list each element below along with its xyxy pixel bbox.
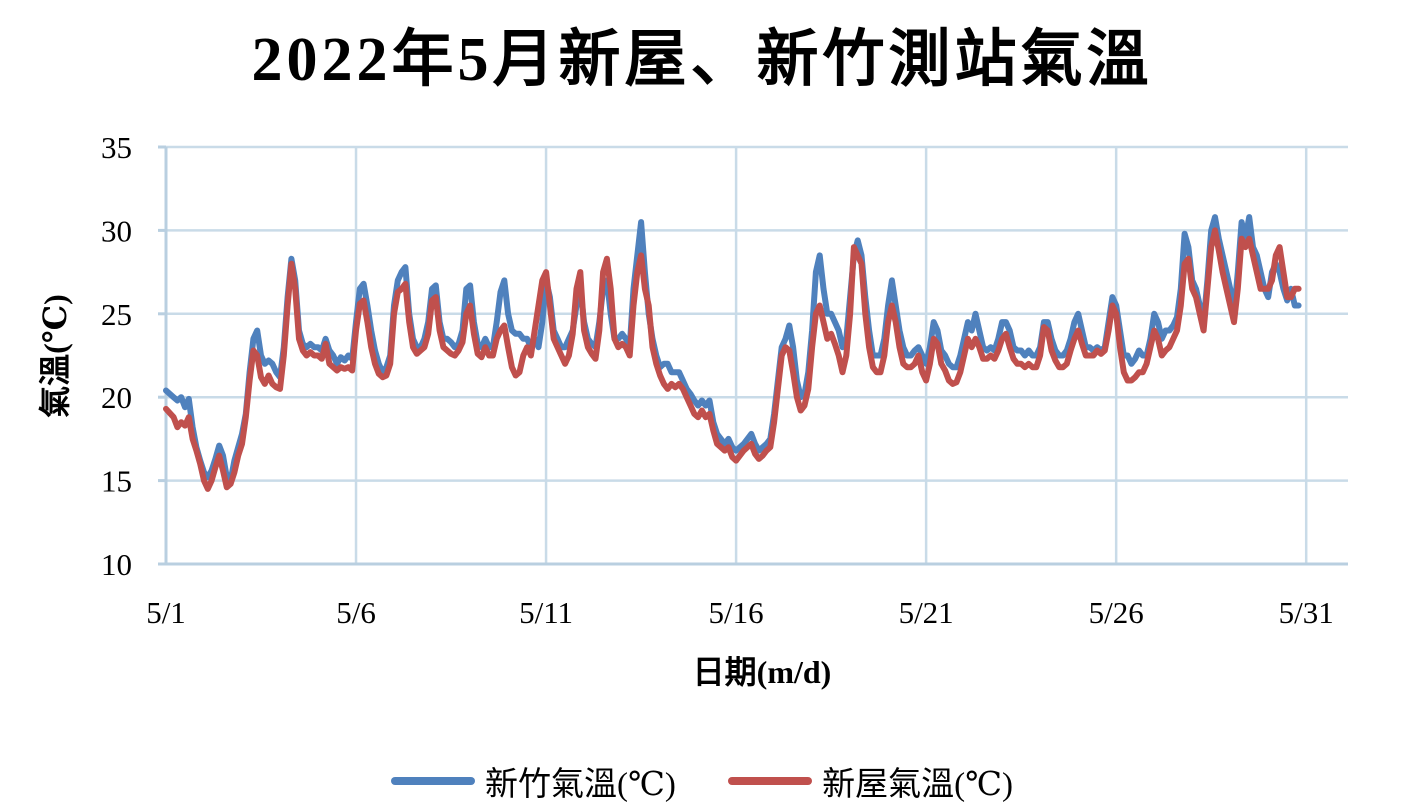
y-tick-25: 25	[101, 297, 132, 332]
legend-label-hsinchu: 新竹氣溫(℃)	[484, 767, 676, 803]
axes	[158, 145, 1348, 566]
series-xinwu-line	[163, 227, 1302, 492]
chart-title: 2022年5月新屋、新竹測站氣溫	[251, 26, 1153, 94]
legend: 新竹氣溫(℃) 新屋氣溫(℃)	[0, 757, 1404, 805]
y-tick-30: 30	[101, 213, 132, 248]
x-tick-16: 5/16	[709, 595, 764, 630]
y-tick-35: 35	[101, 130, 132, 165]
series-lines	[163, 214, 1302, 492]
x-tick-11: 5/11	[519, 595, 573, 630]
legend-item-xinwu: 新屋氣溫(℃)	[728, 757, 1013, 805]
x-tick-26: 5/26	[1089, 595, 1144, 630]
y-tick-20: 20	[101, 380, 132, 415]
x-axis-title: 日期(m/d)	[693, 654, 832, 690]
y-tick-10: 10	[101, 547, 132, 582]
y-axis-title: 氣溫(℃)	[37, 294, 73, 418]
x-tick-21: 5/21	[899, 595, 954, 630]
legend-swatch-hsinchu	[390, 777, 475, 785]
legend-swatch-xinwu	[728, 777, 813, 785]
x-tick-6: 5/6	[336, 595, 376, 630]
legend-label-xinwu: 新屋氣溫(℃)	[822, 767, 1014, 803]
y-tick-labels: 10 15 20 25 30 35	[101, 130, 132, 582]
x-tick-31: 5/31	[1279, 595, 1334, 630]
y-tick-15: 15	[101, 464, 132, 499]
legend-item-hsinchu: 新竹氣溫(℃)	[390, 757, 676, 805]
series-hsinchu-line	[163, 214, 1302, 484]
x-tick-labels: 5/1 5/6 5/11 5/16 5/21 5/26 5/31	[146, 595, 1334, 630]
x-tick-1: 5/1	[146, 595, 186, 630]
